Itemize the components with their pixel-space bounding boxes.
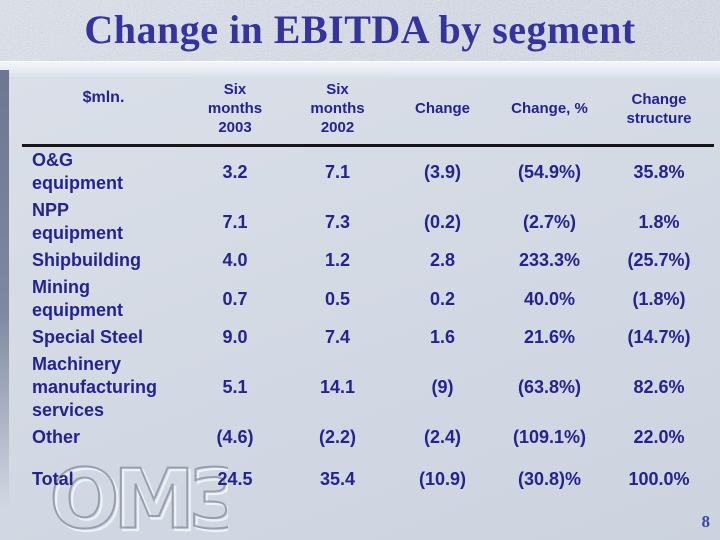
cell-2002: 7.4 — [324, 327, 351, 347]
header-unit: $mln. — [22, 76, 185, 147]
cell-change-structure: 35.8% — [633, 161, 685, 182]
cell-2003: (4.6) — [216, 427, 254, 447]
page-number: 8 — [701, 512, 711, 531]
cell-change-pct: 40.0% — [523, 288, 576, 309]
header-row: $mln. Six months 2003 Six months 2002 Ch… — [22, 76, 714, 147]
cell-change-pct: (109.1%) — [512, 427, 587, 447]
table-row-other: Other (4.6) (2.2) (2.4) (109.1%) 22.0% — [22, 424, 714, 451]
cell-change: (0.2) — [423, 211, 461, 232]
cell-change-pct: (2.7%) — [522, 211, 576, 232]
table-body: O&G equipment 3.2 7.1 (3.9) (54.9%) 35.8… — [22, 146, 714, 494]
cell-change-structure: 22.0% — [633, 427, 685, 447]
row-label: Special Steel — [32, 327, 144, 347]
cell-change-pct: (63.8%) — [517, 377, 582, 397]
header-change-pct: Change, % — [495, 76, 604, 147]
total-label: Total — [32, 469, 74, 489]
panel-left-bevel — [0, 70, 9, 510]
cell-change-structure: 82.6% — [633, 377, 685, 397]
cell-change: (9) — [431, 377, 454, 397]
table-row-machinery-services: Machinery manufacturing services 5.1 14.… — [22, 351, 714, 424]
table-row-total: Total 24.5 35.4 (10.9) (30.8)% 100.0% — [22, 451, 714, 493]
cell-change-pct: (54.9%) — [517, 161, 582, 182]
cell-change: 0.2 — [429, 288, 456, 309]
header-six-months-2003: Six months 2003 — [185, 76, 285, 147]
cell-change-pct: 21.6% — [523, 327, 576, 347]
row-label: O&G equipment — [32, 150, 124, 193]
total-2002: 35.4 — [319, 469, 356, 489]
cell-2003: 7.1 — [222, 211, 248, 232]
cell-2002: 7.3 — [324, 211, 351, 232]
cell-change-structure: (14.7%) — [627, 327, 691, 347]
ebitda-table: $mln. Six months 2003 Six months 2002 Ch… — [22, 76, 714, 493]
cell-change: (3.9) — [423, 161, 461, 182]
total-change-structure: 100.0% — [628, 469, 690, 489]
table-row-og-equipment: O&G equipment 3.2 7.1 (3.9) (54.9%) 35.8… — [22, 146, 714, 198]
table-row-special-steel: Special Steel 9.0 7.4 1.6 21.6% (14.7%) — [22, 324, 714, 351]
row-label: NPP equipment — [32, 200, 124, 243]
cell-2003: 4.0 — [222, 250, 248, 270]
slide-title: Change in EBITDA by segment — [84, 7, 636, 52]
cell-change-pct: 233.3% — [518, 250, 581, 270]
cell-change-structure: (1.8%) — [632, 288, 686, 309]
row-label: Machinery manufacturing services — [32, 354, 158, 420]
total-change: (10.9) — [418, 469, 467, 489]
total-2003: 24.5 — [217, 469, 253, 489]
table-header: $mln. Six months 2003 Six months 2002 Ch… — [22, 76, 714, 147]
cell-change: 2.8 — [429, 250, 456, 270]
cell-2002: 1.2 — [324, 250, 351, 270]
cell-2003: 3.2 — [222, 161, 248, 182]
row-label: Shipbuilding — [32, 250, 141, 270]
table-row-npp-equipment: NPP equipment 7.1 7.3 (0.2) (2.7%) 1.8% — [22, 197, 714, 247]
cell-2002: (2.2) — [318, 427, 356, 447]
row-label: Other — [32, 427, 81, 447]
cell-2003: 0.7 — [222, 288, 248, 309]
cell-2002: 7.1 — [324, 161, 351, 182]
cell-2002: 14.1 — [319, 377, 356, 397]
row-label: Mining equipment — [32, 277, 124, 320]
cell-2003: 9.0 — [222, 327, 248, 347]
table-row-shipbuilding: Shipbuilding 4.0 1.2 2.8 233.3% (25.7%) — [22, 247, 714, 274]
table-row-mining-equipment: Mining equipment 0.7 0.5 0.2 40.0% (1.8%… — [22, 274, 714, 324]
cell-2003: 5.1 — [222, 377, 248, 397]
total-change-pct: (30.8)% — [517, 469, 582, 489]
header-change: Change — [390, 76, 495, 147]
cell-change: (2.4) — [423, 427, 461, 447]
header-six-months-2002: Six months 2002 — [285, 76, 390, 147]
cell-change-structure: (25.7%) — [627, 250, 691, 270]
header-change-structure: Change structure — [604, 76, 714, 147]
cell-change: 1.6 — [429, 327, 456, 347]
cell-change-structure: 1.8% — [638, 211, 680, 232]
cell-2002: 0.5 — [324, 288, 351, 309]
